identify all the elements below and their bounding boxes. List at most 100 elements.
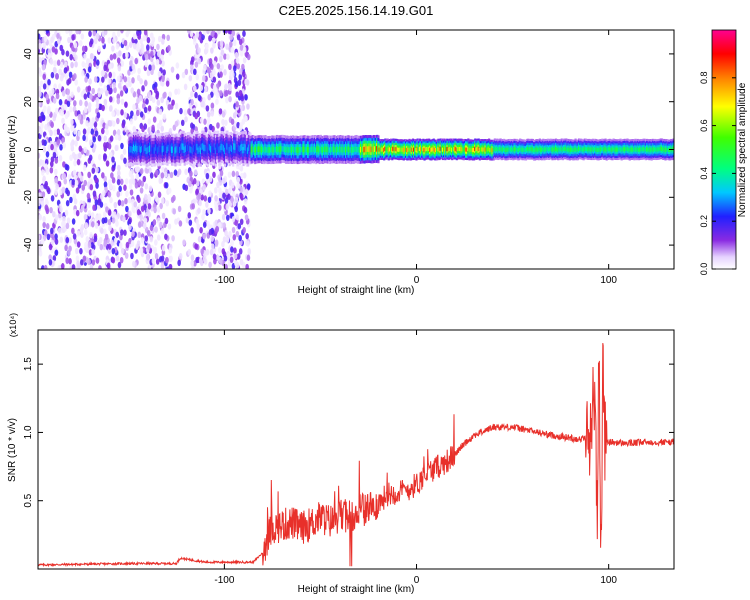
spectrogram-band-cell <box>331 146 334 153</box>
spectrogram-band-cell <box>556 147 559 152</box>
spectrogram-cell <box>231 226 236 234</box>
spectrogram-cell <box>228 84 233 92</box>
spectrogram-cell <box>231 30 236 37</box>
spectrogram-cell <box>116 117 120 125</box>
spectrogram-cell <box>238 38 243 46</box>
spectrogram-cell <box>174 102 179 110</box>
spectrogram-cell <box>60 263 65 269</box>
spectrogram-cell <box>44 123 48 131</box>
spectrogram-cell <box>116 57 121 64</box>
spectrogram-band-cell <box>545 147 548 152</box>
spectrogram-cell <box>66 79 70 86</box>
spectrogram-band-cell <box>395 147 398 152</box>
spectrogram-cell <box>74 79 78 86</box>
spectrogram-band-cell <box>257 146 260 153</box>
spectrogram-band-cell <box>386 146 389 151</box>
spectrogram-cell <box>161 38 165 45</box>
spectrogram-band-cell <box>645 147 649 152</box>
spectrogram-cell <box>75 209 80 217</box>
spectrogram-band-cell <box>550 147 553 152</box>
spectrogram-cell <box>239 44 244 51</box>
spectrogram-band-cell <box>310 146 313 153</box>
spectrogram-cell <box>98 236 103 244</box>
spectrogram-band-cell <box>620 148 623 153</box>
spectrogram-band-cell <box>439 146 442 151</box>
spectrogram-cell <box>170 196 175 203</box>
spectrogram-cell <box>143 217 148 224</box>
spectrogram-cell <box>230 46 235 54</box>
spectrogram-cell <box>108 96 113 103</box>
spectrogram-cell <box>69 196 73 204</box>
spectrogram-band-cell <box>312 146 315 153</box>
spectrogram-band-cell <box>458 146 461 152</box>
spectrogram-cell <box>116 170 121 177</box>
spectrogram-cell <box>144 235 149 242</box>
spectrogram-band-cell <box>496 146 499 152</box>
spectrogram-band-cell <box>183 146 186 153</box>
colorbar <box>711 29 737 270</box>
spectrogram-cell <box>153 206 157 214</box>
spectrogram-band-cell <box>537 147 540 153</box>
spectrogram-cell <box>73 159 77 167</box>
spectrogram-band-cell <box>283 146 287 152</box>
spectrogram-band-cell <box>161 146 164 153</box>
spectrogram-band-cell <box>140 145 144 153</box>
spectrogram-band-cell <box>568 148 571 153</box>
spectrogram-cell <box>123 84 127 92</box>
spectrogram-cell <box>236 63 241 70</box>
spectrogram-band-cell <box>316 146 319 153</box>
spectrogram-cell <box>239 218 244 225</box>
spectrogram-band-cell <box>297 147 300 153</box>
spectrogram-cell <box>61 186 66 194</box>
spectrogram-cell <box>189 30 194 38</box>
spectrogram-band-cell <box>364 146 367 152</box>
spectrogram-cell <box>205 201 209 208</box>
spectrogram-cell <box>142 34 146 42</box>
spectrogram-cell <box>212 253 217 260</box>
spectrogram-band-cell <box>663 147 666 152</box>
spectrogram-cell <box>208 175 213 183</box>
spectrogram-band-cell <box>592 147 596 152</box>
spectrogram-cell <box>172 208 177 215</box>
spectrogram-cell <box>174 218 178 225</box>
spectrogram-band-cell <box>219 145 222 153</box>
spectrogram-cell <box>117 82 122 89</box>
spectrogram-band-cell <box>519 146 522 151</box>
spectrogram-cell <box>62 172 67 180</box>
spectrogram-cell <box>54 73 59 80</box>
spectrogram-band-cell <box>303 146 306 152</box>
spectrogram-band-cell <box>542 147 545 152</box>
spectrogram-cell <box>116 178 121 186</box>
spectrogram-band-cell <box>486 147 490 152</box>
spectrogram-band-cell <box>138 145 141 152</box>
spectrogram-cell <box>210 102 215 109</box>
spectrogram-band-cell <box>624 147 627 152</box>
spectrogram-cell <box>107 209 112 216</box>
spectrogram-band-cell <box>464 147 468 152</box>
spectrogram-cell <box>162 113 167 120</box>
spectrogram-cell <box>83 53 87 60</box>
spectrogram-band-cell <box>649 147 652 152</box>
spectrogram-cell <box>87 102 92 109</box>
spectrogram-cell <box>174 120 179 128</box>
spectrogram-band-cell <box>604 146 607 151</box>
spectrogram-band-cell <box>559 147 562 152</box>
spectrogram-cell <box>215 225 220 233</box>
spectrogram-band-cell <box>404 147 408 152</box>
spectrogram-cell <box>218 221 222 229</box>
spectrogram-band-cell <box>577 146 581 151</box>
spectrogram-band-cell <box>431 147 434 152</box>
spectrogram-cell <box>111 257 116 264</box>
spectrogram-cell <box>112 129 117 136</box>
spectrogram-cell <box>166 34 170 42</box>
spectrogram-cell <box>216 181 220 189</box>
spectrogram-band-cell <box>634 147 637 152</box>
spectrogram-band-cell <box>377 146 380 153</box>
spectrogram-band-cell <box>541 147 544 153</box>
spectrogram-cell <box>95 257 100 264</box>
spectrogram-cell <box>219 40 224 47</box>
spectrogram-cell <box>151 64 156 71</box>
spectrogram-band-cell <box>391 147 394 152</box>
spectrogram-band-cell <box>590 147 593 152</box>
spectrogram-cell <box>92 204 96 211</box>
